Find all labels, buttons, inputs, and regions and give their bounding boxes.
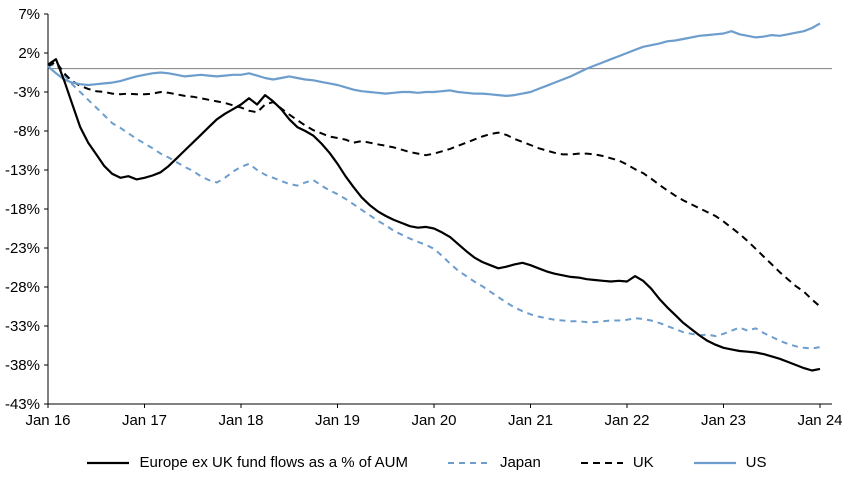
chart-canvas: 7%2%-3%-8%-13%-18%-23%-28%-33%-38%-43%Ja…: [5, 6, 843, 429]
x-tick-label: Jan 23: [701, 412, 746, 429]
x-tick-label: Jan 22: [604, 412, 649, 429]
chart-legend: Europe ex UK fund flows as a % of AUM Jap…: [0, 454, 852, 471]
y-tick-label: -18%: [5, 201, 40, 218]
y-tick-label: -13%: [5, 162, 40, 179]
series-line-us: [47, 22, 821, 97]
y-tick-label: -3%: [13, 84, 40, 101]
legend-line-sample-japan: [447, 461, 490, 464]
series-line-uk: [47, 60, 821, 308]
x-tick-label: Jan 16: [25, 412, 70, 429]
y-tick-label: 2%: [18, 45, 40, 62]
fund-flows-chart: 7% 2% -3% -8% -13% -18% -23% -28% -33% -38% -43% Ja…: [5, 6, 843, 429]
y-tick-label: -23%: [5, 240, 40, 257]
legend-item-us: US: [692, 454, 767, 471]
y-tick-label: 7%: [18, 6, 40, 23]
legend-item-uk: UK: [579, 454, 654, 471]
x-tick-label: Jan 19: [315, 412, 360, 429]
legend-label-japan: Japan: [499, 454, 541, 471]
series-line-europe-ex-uk: [47, 58, 821, 372]
series-line-japan: [47, 62, 821, 350]
y-tick-label: -38%: [5, 357, 40, 374]
x-tick-label: Jan 18: [218, 412, 263, 429]
x-tick-label: Jan 17: [122, 412, 167, 429]
legend-line-sample-us: [693, 461, 736, 464]
x-tick-label: Jan 24: [797, 412, 842, 429]
legend-label-uk: UK: [632, 454, 654, 471]
legend-item-japan: Japan: [446, 454, 541, 471]
legend-line-sample-europe-ex-uk: [87, 461, 130, 464]
legend-line-sample-uk: [580, 461, 623, 464]
y-tick-label: -8%: [13, 123, 40, 140]
y-tick-label: -43%: [5, 396, 40, 413]
y-tick-label: -28%: [5, 279, 40, 296]
y-tick-label: -33%: [5, 318, 40, 335]
legend-item-europe-ex-uk: Europe ex UK fund flows as a % of AUM: [85, 454, 408, 471]
x-tick-label: Jan 20: [411, 412, 456, 429]
legend-label-us: US: [745, 454, 767, 471]
x-tick-label: Jan 21: [508, 412, 553, 429]
legend-label-europe-ex-uk: Europe ex UK fund flows as a % of AUM: [139, 454, 408, 471]
